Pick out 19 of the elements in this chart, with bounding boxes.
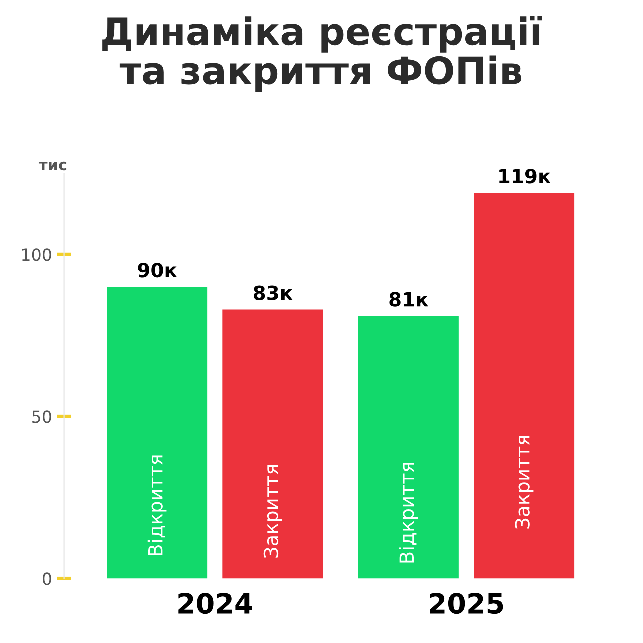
data-label: 90к: [138, 263, 178, 278]
x-tick-label: 2025: [430, 593, 504, 614]
x-tick-label: 2024: [178, 593, 252, 614]
bar: [222, 310, 324, 579]
y-tick-label: 0: [42, 572, 52, 586]
y-axis-title: тис: [38, 162, 67, 171]
y-tick-label: 100: [22, 248, 52, 262]
bar: [358, 316, 459, 579]
series-label: Відкриття: [399, 463, 418, 563]
chart-title: Динаміка реєстрації та закриття ФОПів: [102, 16, 542, 92]
bar: [107, 287, 208, 579]
y-tick-label: 50: [32, 410, 52, 424]
bar: [474, 193, 575, 579]
data-label: 119к: [500, 169, 551, 184]
series-label: Закриття: [264, 465, 282, 558]
data-label: 81к: [390, 292, 428, 307]
text: Закриття: [515, 436, 534, 529]
data-label: 83к: [254, 286, 293, 300]
text: Відкриття: [148, 456, 167, 556]
